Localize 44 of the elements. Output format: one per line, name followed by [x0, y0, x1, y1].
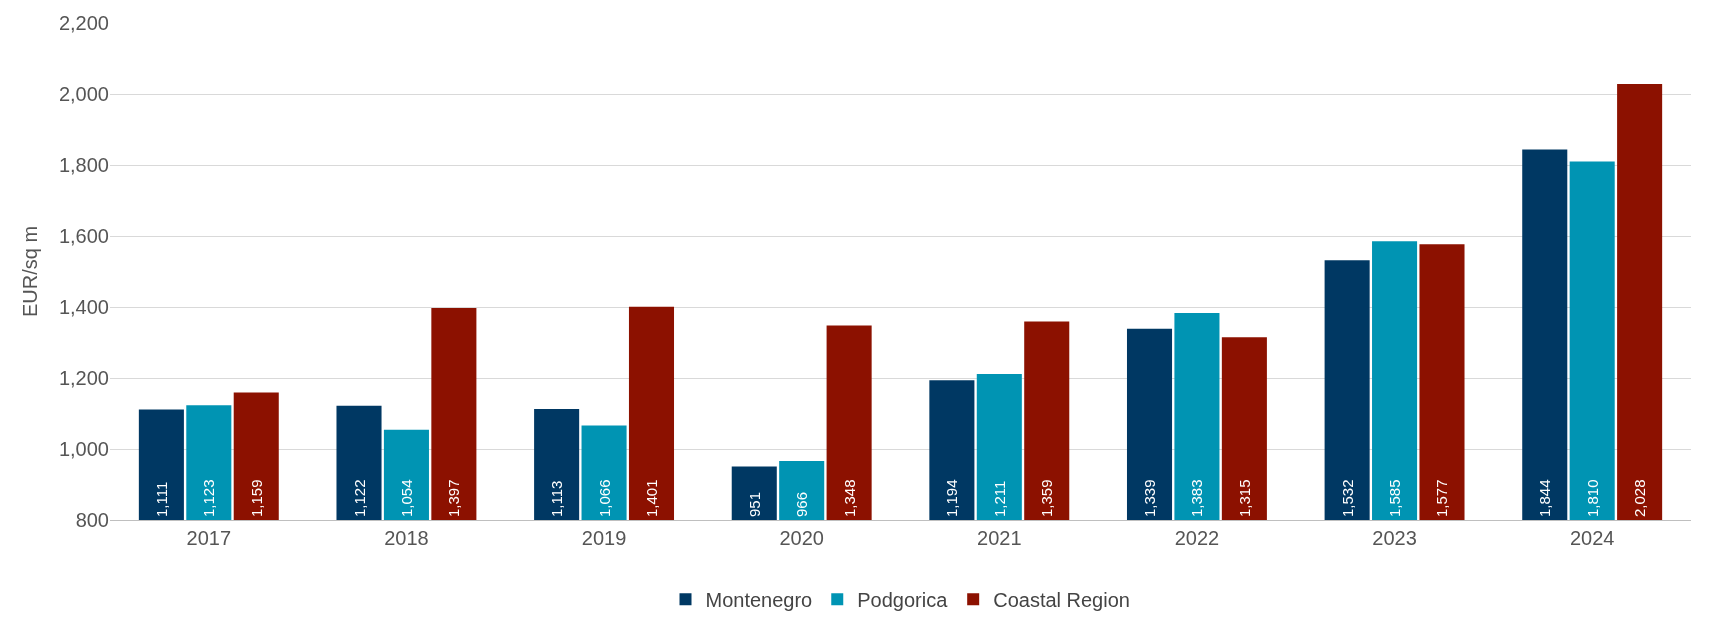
y-tick-label: 1,200	[58, 367, 109, 389]
data-label: 1,066	[595, 479, 613, 517]
data-label: 1,111	[152, 481, 170, 517]
x-tick-label: 2020	[779, 527, 824, 549]
y-tick-label: 1,000	[58, 438, 109, 460]
y-tick-label: 2,000	[58, 83, 109, 105]
data-label: 1,397	[445, 479, 463, 517]
data-label: 1,585	[1386, 479, 1404, 517]
data-label: 1,383	[1188, 479, 1206, 517]
y-axis-title: EUR/sq m	[19, 225, 42, 318]
x-tick-label: 2024	[1569, 527, 1615, 549]
x-tick-label: 2023	[1372, 527, 1417, 549]
legend-label: Coastal Region	[993, 588, 1130, 611]
data-label: 1,315	[1235, 479, 1253, 517]
data-label: 1,359	[1038, 479, 1056, 517]
x-tick-label: 2017	[186, 527, 232, 549]
data-label: 1,339	[1141, 479, 1159, 517]
x-tick-label: 2018	[384, 527, 429, 549]
y-tick-label: 2,200	[58, 12, 109, 34]
data-label: 2,028	[1631, 479, 1649, 517]
y-tick-label: 1,600	[58, 225, 109, 247]
data-label: 1,577	[1433, 479, 1451, 517]
x-tick-label: 2021	[977, 527, 1022, 549]
data-label: 1,211	[990, 480, 1008, 517]
data-label: 1,113	[548, 480, 566, 517]
data-label: 1,810	[1583, 479, 1601, 517]
legend-label: Podgorica	[857, 588, 949, 611]
data-label: 951	[745, 491, 763, 517]
data-label: 1,054	[397, 479, 415, 517]
data-label: 966	[793, 491, 811, 517]
y-tick-label: 1,400	[58, 296, 109, 318]
data-label: 1,194	[943, 479, 961, 517]
data-label: 1,348	[840, 479, 858, 517]
x-tick-label: 2022	[1174, 527, 1220, 549]
data-label: 1,532	[1338, 479, 1356, 517]
data-label: 1,123	[200, 479, 218, 517]
x-tick-label: 2019	[581, 527, 627, 549]
data-label: 1,159	[247, 479, 265, 517]
legend-label: Montenegro	[705, 588, 813, 611]
y-tick-label: 800	[75, 509, 109, 531]
data-label: 1,844	[1536, 479, 1554, 517]
y-tick-label: 1,800	[58, 154, 109, 176]
data-label: 1,122	[350, 479, 368, 517]
data-label: 1,401	[642, 479, 660, 517]
